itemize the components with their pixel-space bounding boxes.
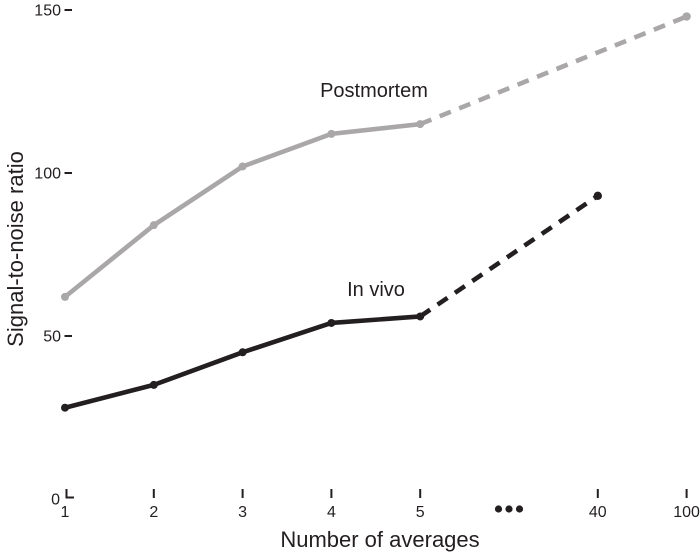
- y-tick-label: 0: [51, 492, 60, 509]
- x-tick-label: 5: [416, 504, 425, 521]
- y-axis-title: Signal-to-noise ratio: [3, 151, 28, 347]
- data-point-marker: [327, 318, 336, 327]
- axis-origin-corner: [65, 489, 74, 499]
- data-point-marker: [238, 162, 247, 171]
- series-label-in-vivo: In vivo: [347, 279, 405, 301]
- x-tick-label: 100: [673, 504, 700, 521]
- x-tick-label: 4: [327, 504, 336, 521]
- series-line-solid: [62, 121, 423, 300]
- x-tick-label: 40: [589, 504, 607, 521]
- data-point-marker: [61, 403, 69, 412]
- data-point-marker: [327, 129, 336, 138]
- series-line-solid: [62, 314, 423, 411]
- axis-break-dot: [494, 505, 503, 513]
- x-axis-title: Number of averages: [280, 527, 479, 552]
- series-line-dashed: [419, 14, 688, 127]
- x-tick-label: 2: [149, 504, 158, 521]
- data-point-marker: [682, 12, 691, 21]
- x-tick-label: 1: [61, 504, 70, 521]
- data-point-marker: [416, 312, 425, 321]
- data-point-marker: [238, 348, 247, 357]
- series-line-dashed: [418, 193, 600, 319]
- data-point-marker: [149, 221, 158, 230]
- x-tick-label: 3: [238, 504, 247, 521]
- series-label-postmortem: Postmortem: [320, 80, 428, 102]
- data-point-marker: [593, 191, 602, 201]
- y-tick-label: 50: [43, 329, 61, 346]
- y-tick-label: 100: [34, 166, 61, 183]
- axis-break-dot: [505, 505, 513, 513]
- data-point-marker: [149, 380, 158, 389]
- data-point-marker: [61, 292, 69, 301]
- data-point-marker: [416, 120, 425, 129]
- y-tick-label: 150: [34, 3, 61, 20]
- axis-break-dot: [515, 505, 524, 513]
- chart-generated-layer: 0 50 100 150 1 2 3 4 5 40 100: [34, 3, 700, 522]
